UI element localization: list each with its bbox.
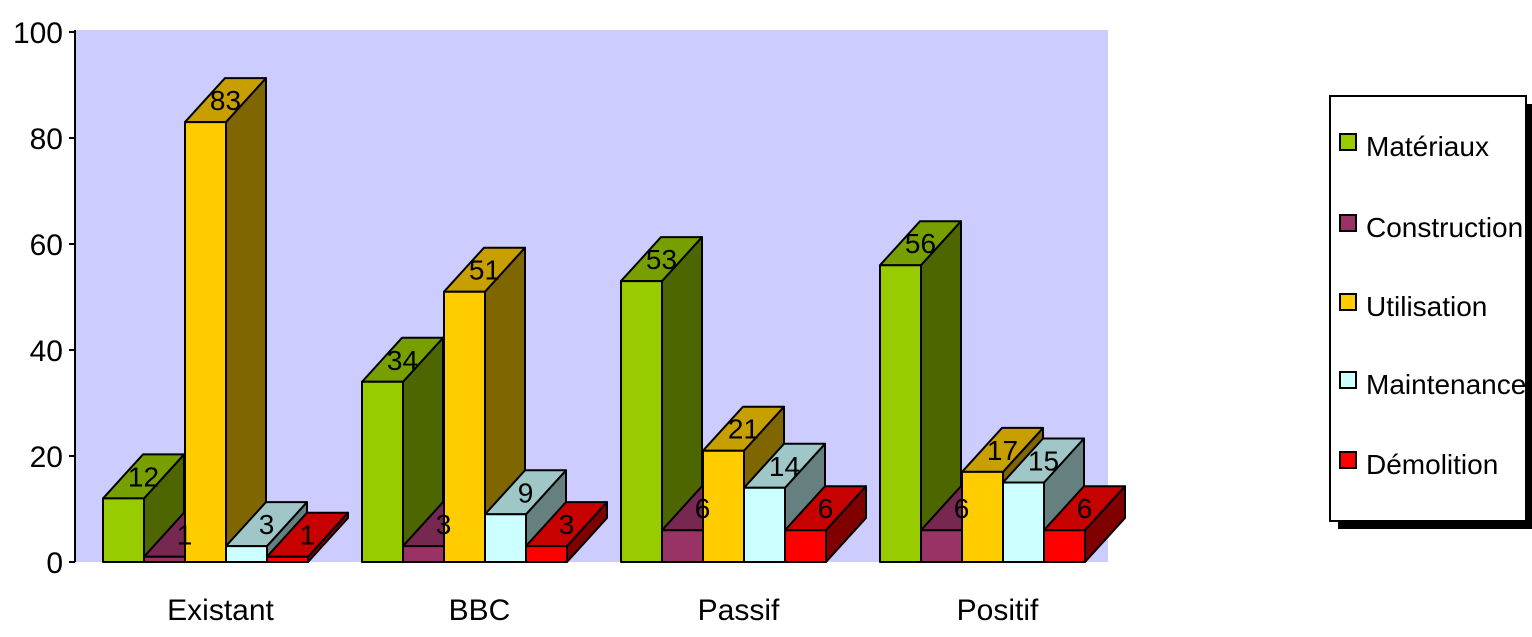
bar-side	[225, 77, 267, 563]
bar-démolition	[266, 555, 309, 564]
bar-group-passif: 53 6 21 14 6	[620, 236, 867, 564]
bar-utilisation	[184, 121, 227, 563]
bar-maintenance	[743, 486, 786, 563]
y-tick-label: 100	[13, 17, 63, 50]
legend-label: Utilisation	[1366, 291, 1487, 322]
bar-construction	[402, 545, 445, 563]
legend-swatch	[1339, 133, 1357, 151]
bar-matériaux	[879, 264, 922, 563]
category-label: Passif	[698, 594, 780, 627]
bar-matériaux	[620, 280, 663, 563]
bar-utilisation	[702, 449, 745, 564]
legend-swatch	[1339, 293, 1357, 311]
category-label: Positif	[957, 594, 1039, 627]
bar-matériaux	[102, 497, 145, 563]
bar-maintenance	[484, 513, 527, 563]
bar-utilisation	[961, 470, 1004, 563]
data-label: 21	[728, 414, 759, 445]
bar-construction	[661, 529, 704, 564]
bar-démolition	[525, 545, 568, 563]
bar-matériaux	[361, 380, 404, 563]
category-labels: Existant BBC Passif Positif	[167, 594, 1039, 627]
legend-label: Démolition	[1366, 449, 1498, 480]
data-label: 6	[695, 493, 711, 524]
legend-label: Maintenance	[1366, 369, 1526, 400]
data-label: 34	[387, 345, 418, 376]
category-label: Existant	[167, 594, 274, 627]
bar-démolition	[1043, 529, 1086, 564]
legend-swatch	[1339, 214, 1357, 232]
data-label: 3	[436, 509, 452, 540]
legend-label: Construction	[1366, 212, 1523, 243]
data-label: 3	[259, 509, 275, 540]
legend-label: Matériaux	[1366, 131, 1489, 162]
bar-construction	[920, 529, 963, 564]
data-label: 1	[177, 520, 193, 551]
data-label: 3	[559, 509, 575, 540]
y-tick-label: 60	[30, 229, 63, 262]
y-axis: 0 20 40 60 80 100	[13, 17, 76, 580]
data-label: 17	[987, 435, 1018, 466]
bar-group-positif: 56 6 17 15 6	[879, 220, 1126, 564]
legend-swatch	[1339, 451, 1357, 469]
data-label: 1	[300, 520, 316, 551]
y-tick-label: 40	[30, 335, 63, 368]
legend-swatch	[1339, 371, 1357, 389]
data-label: 12	[128, 461, 159, 492]
data-label: 83	[210, 85, 241, 116]
y-tick-label: 80	[30, 123, 63, 156]
data-label: 56	[905, 228, 936, 259]
y-tick-label: 0	[46, 547, 63, 580]
bar-construction	[143, 555, 186, 564]
legend-box	[1329, 95, 1527, 522]
data-label: 6	[1077, 493, 1093, 524]
bar-maintenance	[225, 545, 268, 563]
bar-maintenance	[1002, 481, 1045, 563]
data-label: 51	[469, 255, 500, 286]
category-label: BBC	[449, 594, 511, 627]
legend: Matériaux Construction Utilisation Maintena…	[1329, 95, 1532, 529]
data-label: 6	[954, 493, 970, 524]
data-label: 15	[1028, 446, 1059, 477]
data-label: 14	[769, 451, 800, 482]
data-label: 9	[518, 477, 534, 508]
data-label: 6	[818, 493, 834, 524]
bar-démolition	[784, 529, 827, 564]
bar-utilisation	[443, 290, 486, 563]
y-tick-label: 20	[30, 441, 63, 474]
data-label: 53	[646, 244, 677, 275]
